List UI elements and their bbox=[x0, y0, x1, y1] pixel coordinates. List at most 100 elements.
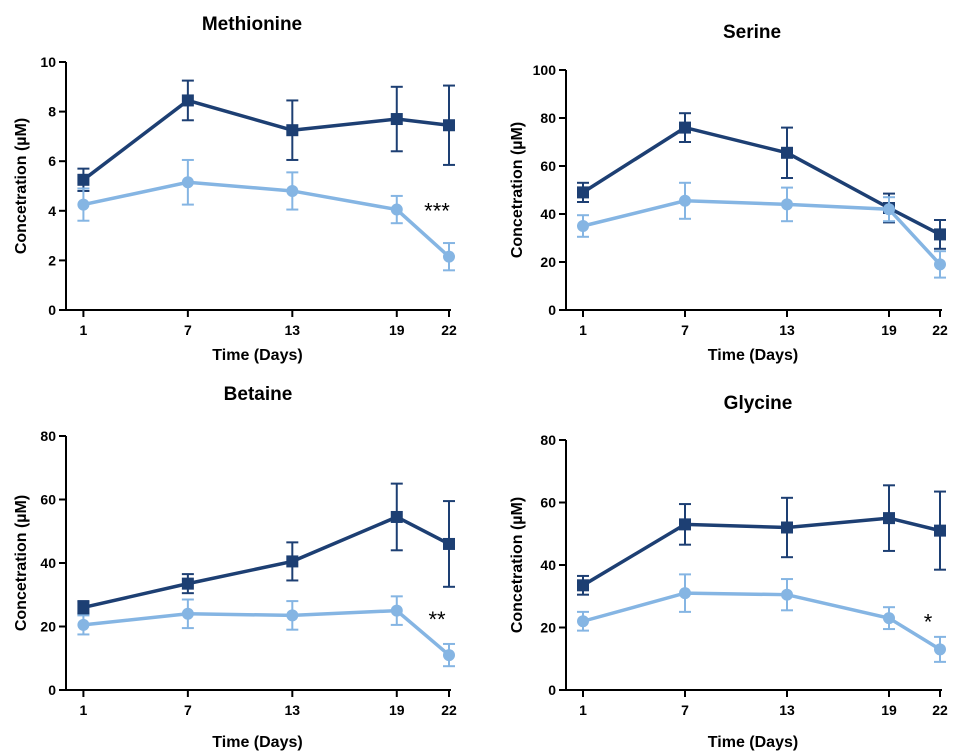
y-tick-label: 8 bbox=[48, 104, 56, 120]
data-point bbox=[883, 612, 895, 625]
data-point bbox=[286, 555, 299, 568]
y-tick-label: 20 bbox=[40, 619, 56, 635]
data-point bbox=[577, 220, 589, 232]
series-0 bbox=[577, 112, 946, 250]
x-axis-label: Time (Days) bbox=[212, 734, 302, 751]
y-tick-label: 0 bbox=[48, 682, 56, 698]
y-tick-label: 10 bbox=[40, 54, 56, 70]
data-point bbox=[934, 228, 946, 241]
data-point bbox=[77, 618, 90, 631]
series-line bbox=[83, 608, 451, 657]
series-line bbox=[83, 515, 450, 610]
y-tick-label: 80 bbox=[540, 110, 556, 126]
data-point bbox=[577, 186, 589, 199]
data-point bbox=[390, 113, 403, 126]
data-point bbox=[390, 203, 403, 216]
chart-title: Serine bbox=[723, 22, 781, 43]
y-tick-label: 60 bbox=[540, 495, 556, 511]
data-point bbox=[577, 615, 589, 628]
chart-panel-betaine: Betaine 0 20 40 60 80 1 7 13 19 22 Time (Days) Conce… bbox=[13, 384, 457, 751]
data-point bbox=[443, 119, 455, 132]
x-axis-label: Time (Days) bbox=[212, 347, 302, 364]
x-tick-label: 7 bbox=[681, 322, 689, 338]
x-tick-label: 1 bbox=[80, 322, 88, 338]
data-point bbox=[679, 518, 691, 531]
x-tick-label: 22 bbox=[441, 322, 457, 338]
y-tick-label: 40 bbox=[540, 557, 556, 573]
chart-title: Glycine bbox=[724, 393, 793, 414]
series-1 bbox=[577, 181, 946, 279]
chart-panel-glycine: Glycine 0 20 40 60 80 1 7 13 19 22 Time (Days) Conce… bbox=[509, 393, 948, 751]
y-tick-label: 80 bbox=[40, 428, 56, 444]
x-tick-label: 7 bbox=[184, 702, 192, 718]
y-axis-label: Concetration (µM) bbox=[509, 122, 526, 258]
data-point bbox=[77, 198, 90, 211]
x-tick-label: 19 bbox=[881, 322, 897, 338]
data-point bbox=[443, 537, 455, 550]
y-tick-label: 0 bbox=[548, 302, 556, 318]
data-point bbox=[781, 521, 793, 534]
data-point bbox=[679, 194, 691, 207]
x-tick-label: 13 bbox=[779, 322, 795, 338]
x-axis-label: Time (Days) bbox=[708, 734, 798, 751]
y-tick-label: 4 bbox=[48, 203, 56, 219]
y-tick-label: 80 bbox=[540, 432, 556, 448]
data-point bbox=[286, 609, 299, 622]
y-tick-label: 60 bbox=[40, 492, 56, 508]
data-point bbox=[781, 146, 793, 159]
significance-annotation: *** bbox=[424, 198, 450, 223]
chart-title: Methionine bbox=[202, 14, 302, 35]
series-0 bbox=[77, 482, 455, 615]
data-point bbox=[443, 250, 455, 263]
data-point bbox=[934, 643, 946, 656]
x-tick-label: 1 bbox=[80, 702, 88, 718]
chart-title: Betaine bbox=[224, 384, 293, 405]
y-tick-label: 20 bbox=[540, 620, 556, 636]
series-0 bbox=[77, 79, 455, 192]
series-line bbox=[582, 125, 941, 236]
y-tick-label: 60 bbox=[540, 158, 556, 174]
x-tick-label: 7 bbox=[681, 702, 689, 718]
data-point bbox=[934, 258, 946, 271]
series-0 bbox=[577, 484, 946, 596]
data-point bbox=[181, 176, 194, 189]
y-axis-label: Concetration (µM) bbox=[509, 497, 526, 633]
data-point bbox=[77, 173, 90, 186]
significance-annotation: * bbox=[924, 610, 933, 635]
data-point bbox=[181, 94, 194, 107]
series-line bbox=[82, 98, 450, 182]
data-point bbox=[679, 587, 691, 600]
x-axis-label: Time (Days) bbox=[708, 347, 798, 364]
significance-annotation: ** bbox=[428, 607, 446, 632]
y-tick-label: 0 bbox=[48, 302, 56, 318]
data-point bbox=[679, 121, 691, 134]
y-tick-label: 40 bbox=[540, 206, 556, 222]
x-tick-label: 13 bbox=[285, 702, 301, 718]
series-1 bbox=[77, 158, 455, 272]
chart-panel-methionine: Methionine 0 2 4 6 8 10 1 7 13 19 22 Time (Days) Conc… bbox=[13, 14, 457, 364]
x-tick-label: 22 bbox=[932, 322, 948, 338]
x-tick-label: 7 bbox=[184, 322, 192, 338]
y-tick-label: 6 bbox=[48, 153, 56, 169]
y-tick-label: 20 bbox=[540, 254, 556, 270]
x-tick-label: 19 bbox=[389, 322, 405, 338]
data-point bbox=[181, 577, 194, 590]
data-point bbox=[934, 524, 946, 537]
y-tick-label: 0 bbox=[548, 682, 556, 698]
chart-panel-serine: Serine 0 20 40 60 80 100 1 7 13 19 22 Time (Days) Con… bbox=[509, 22, 948, 364]
data-point bbox=[781, 588, 793, 601]
x-tick-label: 22 bbox=[932, 702, 948, 718]
y-axis-label: Concetration (µM) bbox=[13, 118, 30, 254]
data-point bbox=[390, 510, 403, 523]
series-1 bbox=[77, 595, 455, 668]
data-point bbox=[883, 203, 895, 216]
series-1 bbox=[577, 573, 946, 663]
x-tick-label: 13 bbox=[779, 702, 795, 718]
data-point bbox=[77, 601, 90, 614]
x-tick-label: 22 bbox=[441, 702, 457, 718]
x-tick-label: 19 bbox=[389, 702, 405, 718]
data-point bbox=[781, 198, 793, 211]
data-point bbox=[883, 512, 895, 525]
series-line bbox=[83, 180, 451, 258]
